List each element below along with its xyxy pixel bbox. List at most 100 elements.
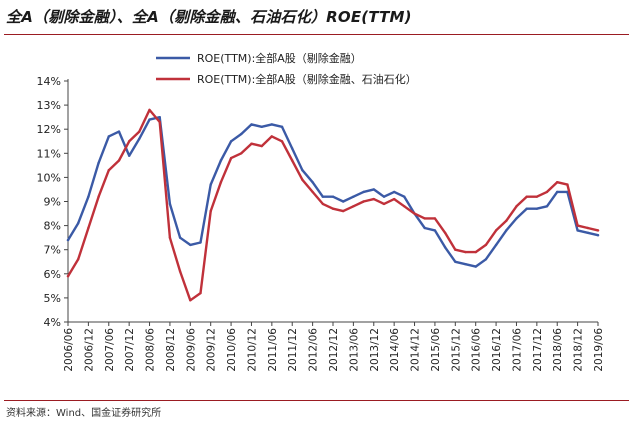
title-divider bbox=[4, 34, 629, 35]
series-2-point bbox=[240, 152, 243, 155]
series-1-point bbox=[77, 222, 80, 225]
series-1-point bbox=[494, 243, 498, 247]
x-tick-label: 2013/06 bbox=[348, 328, 360, 372]
series-2-point bbox=[270, 135, 273, 138]
series-1-point bbox=[433, 229, 437, 232]
series-1-point bbox=[219, 159, 223, 162]
series-2-point bbox=[66, 275, 70, 278]
series-2-point bbox=[494, 229, 498, 232]
series-1-point bbox=[535, 207, 538, 210]
series-1-point bbox=[250, 123, 253, 126]
series-2-point bbox=[382, 202, 386, 206]
series-2-point bbox=[87, 226, 90, 230]
series-line-2 bbox=[66, 108, 600, 302]
series-2-point bbox=[586, 226, 589, 230]
series-1-point bbox=[596, 234, 600, 237]
x-tick-label: 2010/06 bbox=[226, 328, 238, 372]
y-tick-label: 4% bbox=[44, 316, 61, 329]
y-tick-label: 8% bbox=[44, 220, 61, 233]
series-2-point bbox=[342, 209, 345, 213]
series-2-point bbox=[403, 205, 406, 208]
series-1-point bbox=[107, 135, 111, 138]
series-1-point bbox=[148, 118, 151, 121]
series-2-point bbox=[209, 209, 212, 213]
series-2-point bbox=[556, 181, 559, 184]
x-tick-label: 2009/12 bbox=[206, 328, 218, 372]
series-1-point bbox=[87, 195, 90, 198]
series-1-point bbox=[352, 195, 355, 198]
x-tick-label: 2018/12 bbox=[573, 328, 585, 372]
series-1-point bbox=[586, 231, 589, 234]
series-2-point bbox=[505, 219, 508, 222]
series-1-point bbox=[515, 217, 518, 220]
x-tick-label: 2008/12 bbox=[165, 328, 177, 372]
series-2-point bbox=[464, 250, 467, 254]
series-1-point bbox=[178, 236, 182, 239]
chart-title: 全A（剔除金融）、全A（剔除金融、石油石化）ROE(TTM) bbox=[6, 8, 412, 26]
x-tick-label: 2014/12 bbox=[410, 328, 422, 372]
series-2-point bbox=[138, 130, 141, 133]
series-1-point bbox=[66, 238, 70, 242]
series-1-point bbox=[454, 260, 457, 263]
y-tick-label: 9% bbox=[44, 196, 61, 209]
source-note: 资料来源：Wind、国金证券研究所 bbox=[6, 408, 162, 419]
series-2-point bbox=[178, 270, 182, 273]
series-1-point bbox=[168, 202, 172, 206]
series-2-point bbox=[158, 120, 161, 124]
x-tick-label: 2006/12 bbox=[83, 328, 95, 372]
series-1-point bbox=[291, 147, 294, 150]
series-1-point bbox=[280, 125, 284, 128]
series-1-point bbox=[372, 188, 375, 191]
series-1-point bbox=[270, 123, 273, 126]
series-2-point bbox=[535, 195, 538, 198]
series-2-point bbox=[168, 236, 172, 239]
x-tick-label: 2019/06 bbox=[593, 328, 605, 372]
series-2-point bbox=[148, 108, 151, 112]
series-1-point bbox=[158, 116, 161, 119]
series-1-point bbox=[576, 229, 579, 232]
series-2-point bbox=[128, 140, 131, 143]
series-2-point bbox=[250, 142, 253, 145]
series-line-1 bbox=[66, 115, 600, 268]
x-tick-label: 2011/12 bbox=[287, 328, 299, 372]
series-1-point bbox=[229, 140, 233, 143]
series-1-point bbox=[556, 190, 559, 194]
x-tick-label: 2017/06 bbox=[511, 328, 523, 372]
y-tick-label: 12% bbox=[37, 123, 61, 136]
series-1-point bbox=[189, 243, 192, 247]
x-tick-label: 2012/12 bbox=[328, 328, 340, 372]
series-1-point bbox=[331, 195, 335, 198]
series-2-point bbox=[97, 195, 100, 198]
series-1-point bbox=[474, 265, 477, 268]
series-1-point bbox=[382, 195, 386, 198]
x-tick-label: 2016/12 bbox=[491, 328, 503, 372]
x-tick-label: 2007/12 bbox=[124, 328, 136, 372]
x-tick-label: 2015/12 bbox=[450, 328, 462, 372]
x-tick-label: 2008/06 bbox=[145, 328, 157, 372]
x-tick-label: 2009/06 bbox=[185, 328, 197, 372]
series-2-point bbox=[189, 299, 192, 302]
series-1-point bbox=[484, 258, 488, 261]
series-2-point bbox=[393, 197, 396, 201]
series-2-point bbox=[372, 197, 375, 201]
series-2-point bbox=[301, 178, 304, 181]
series-2-point bbox=[331, 207, 335, 210]
y-tick-label: 11% bbox=[37, 147, 61, 160]
x-tick-label: 2016/06 bbox=[471, 328, 483, 372]
y-tick-label: 5% bbox=[44, 292, 61, 305]
series-1-point bbox=[199, 241, 202, 244]
x-tick-label: 2017/12 bbox=[532, 328, 544, 372]
series-1-point bbox=[311, 181, 314, 184]
series-2-point bbox=[484, 243, 488, 247]
series-1-point bbox=[209, 183, 212, 186]
y-tick-label: 13% bbox=[37, 99, 61, 112]
series-1-point bbox=[97, 161, 100, 165]
series-2-point bbox=[576, 224, 579, 227]
series-2-point bbox=[280, 140, 284, 143]
series-2-point bbox=[219, 181, 223, 184]
series-1-point bbox=[240, 132, 243, 136]
series-2-point bbox=[443, 231, 447, 234]
series-1-point bbox=[138, 137, 141, 140]
y-tick-label: 10% bbox=[37, 171, 61, 184]
series-1-point bbox=[443, 246, 447, 249]
